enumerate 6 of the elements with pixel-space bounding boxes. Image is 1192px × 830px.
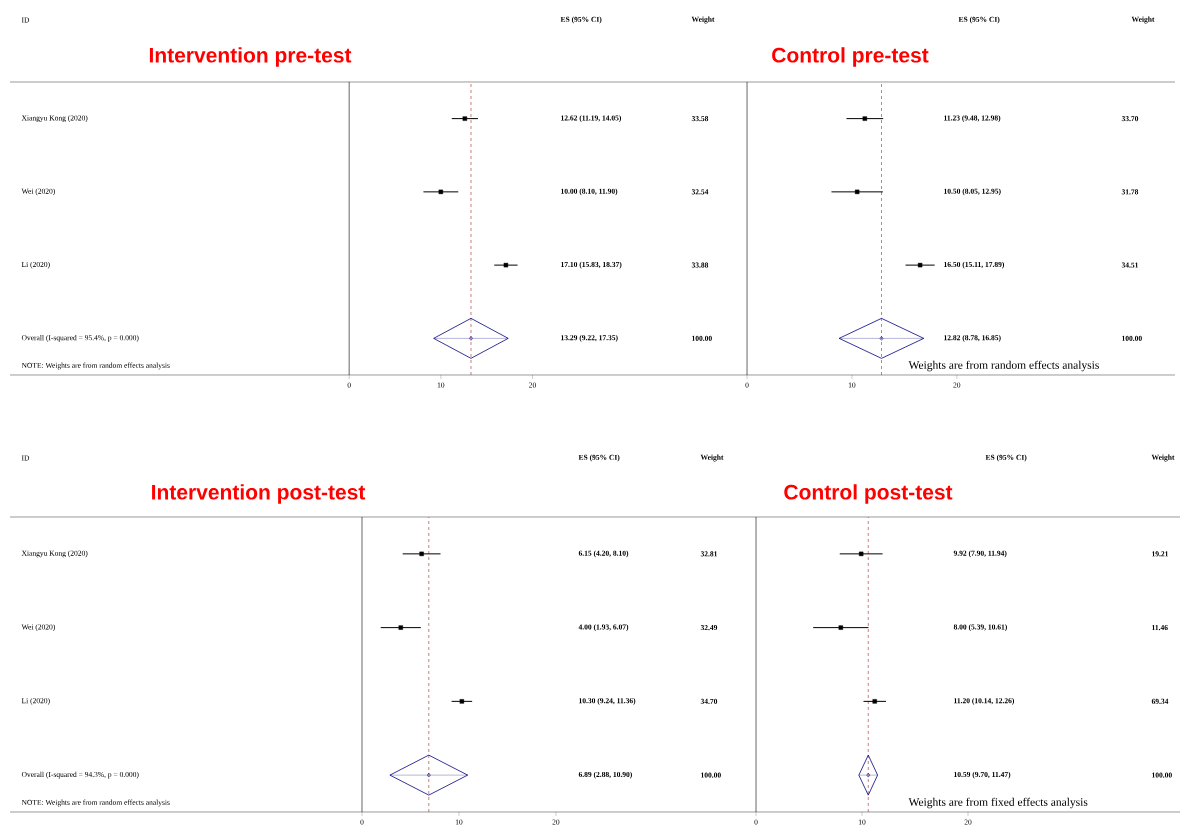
chart-title: Intervention pre-test	[149, 47, 352, 67]
annotation: Weights are from fixed effects analysis	[908, 797, 1088, 809]
chart-title: Control post-test	[784, 484, 953, 504]
chart-title: Control pre-test	[772, 47, 929, 67]
chart-title: Intervention post-test	[152, 484, 366, 504]
annotation: Weights are from random effects analysis	[908, 360, 1099, 372]
